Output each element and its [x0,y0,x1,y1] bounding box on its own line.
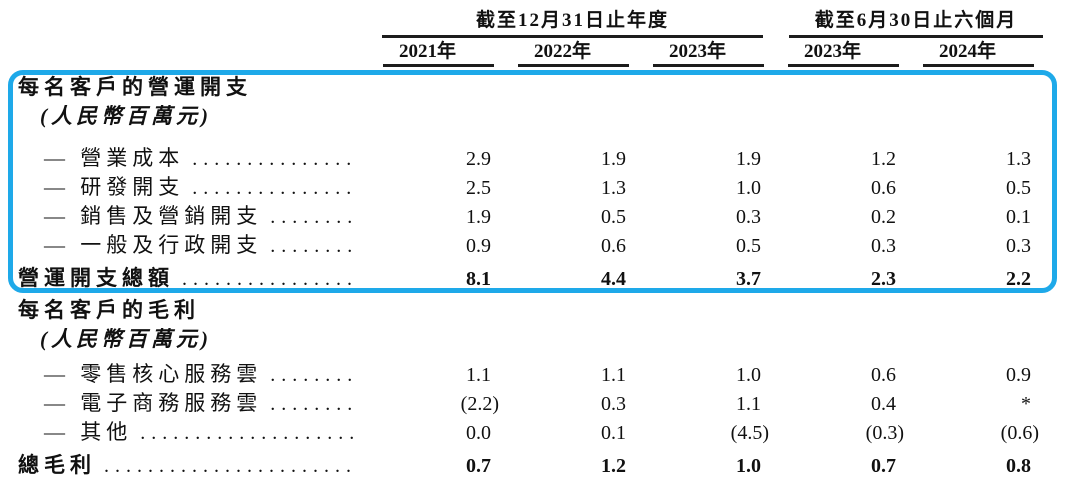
dot-leader: ........................................… [140,422,356,444]
value-cell: 1.9 [601,148,626,170]
value-cell: 0.1 [601,422,626,444]
value-cell: 0.4 [871,393,896,415]
value-cell: 8.1 [466,268,491,290]
year-header: 2023年 [630,38,765,67]
value-cell: 1.0 [736,364,761,386]
value-cell: 1.0 [736,455,761,477]
section-header-gross-profit: 每名客戶的毛利 [0,293,1035,327]
value-cell: 0.9 [1006,364,1031,386]
value-cell: 1.2 [871,148,896,170]
value-cell: 4.4 [601,268,626,290]
table-body: 每名客戶的營運開支 (人民幣百萬元) — 營業成本 ..............… [0,67,1080,480]
value-cell: 1.2 [601,455,626,477]
value-cell: 0.5 [601,206,626,228]
year-header-row: 2021年 2022年 2023年 [360,38,765,67]
dot-leader: ........................................… [192,148,356,170]
value-cell: 0.3 [736,206,761,228]
table-row-selling-marketing: — 銷售及營銷開支 ..............................… [0,202,1035,231]
value-cell: 0.6 [871,177,896,199]
section-header-opex: 每名客戶的營運開支 [0,70,1035,104]
dot-leader: ........................................… [270,393,356,415]
table-row-cost-of-sales: — 營業成本 .................................… [0,144,1035,173]
unit-label: (人民幣百萬元) [40,327,212,351]
dot-leader: ........................................… [182,268,356,290]
value-cell: 0.6 [601,235,626,257]
dot-leader: ........................................… [270,364,356,386]
value-cell: 0.2 [871,206,896,228]
column-group-annual: 截至12月31日止年度 2021年 2022年 2023年 [360,8,765,67]
value-cell: 0.5 [1006,177,1031,199]
year-header: 2022年 [495,38,630,67]
unit-label: (人民幣百萬元) [40,104,212,128]
value-cell: * [1021,393,1031,415]
value-cell: 2.2 [1006,268,1031,290]
value-cell: 2.9 [466,148,491,170]
table-row-ecommerce-cloud: — 電子商務服務雲 ..............................… [0,389,1035,418]
section-header-label: 每名客戶的毛利 [18,298,200,322]
table-row-retail-core-cloud: — 零售核心服務雲 ..............................… [0,360,1035,389]
table-row-total-opex: 營運開支總額 .................................… [0,260,1035,293]
value-cell: 2.5 [466,177,491,199]
column-group-interim: 截至6月30日止六個月 2023年 2024年 [765,8,1043,67]
year-header: 2023年 [765,38,900,67]
value-cell: 0.7 [466,455,491,477]
column-group-title: 截至6月30日止六個月 [789,8,1043,38]
value-cell: 3.7 [736,268,761,290]
label-column-spacer [0,8,360,67]
value-cell: 1.3 [601,177,626,199]
value-cell: 0.1 [1006,206,1031,228]
section-header-label: 每名客戶的營運開支 [18,75,252,99]
value-cell: 0.9 [466,235,491,257]
value-cell: 0.8 [1006,455,1031,477]
table-row-others: — 其他 ...................................… [0,418,1039,447]
table-row-total-gross-profit: 總毛利 ....................................… [0,447,1035,480]
value-cell: 0.7 [871,455,896,477]
dot-leader: ........................................… [104,455,356,477]
value-cell: (4.5) [730,422,769,444]
year-header: 2024年 [900,38,1035,67]
column-group-title: 截至12月31日止年度 [382,8,763,38]
table-row-general-admin: — 一般及行政開支 ..............................… [0,231,1035,260]
value-cell: 0.0 [466,422,491,444]
dot-leader: ........................................… [192,177,356,199]
value-cell: 1.3 [1006,148,1031,170]
value-cell: 1.1 [466,364,491,386]
value-cell: 0.3 [601,393,626,415]
value-cell: 0.3 [1006,235,1031,257]
table-header: 截至12月31日止年度 2021年 2022年 2023年 截至6月30日止六個… [0,0,1080,67]
dot-leader: ........................................… [270,206,356,228]
value-cell: 1.1 [601,364,626,386]
value-cell: (0.6) [1000,422,1039,444]
unit-row: (人民幣百萬元) [0,327,1035,354]
value-cell: 0.3 [871,235,896,257]
value-cell: 1.9 [736,148,761,170]
value-cell: (2.2) [460,393,499,415]
unit-row: (人民幣百萬元) [0,104,1035,131]
group-title-text: 截至6月30日止六個月 [814,10,1018,31]
value-cell: 2.3 [871,268,896,290]
value-cell: 0.6 [871,364,896,386]
value-cell: (0.3) [865,422,904,444]
table-row-rd-expenses: — 研發開支 .................................… [0,173,1035,202]
value-cell: 1.9 [466,206,491,228]
group-title-text: 截至12月31日止年度 [475,10,669,31]
year-header-row: 2023年 2024年 [765,38,1035,67]
dot-leader: ........................................… [270,235,356,257]
value-cell: 0.5 [736,235,761,257]
value-cell: 1.1 [736,393,761,415]
year-header: 2021年 [360,38,495,67]
value-cell: 1.0 [736,177,761,199]
